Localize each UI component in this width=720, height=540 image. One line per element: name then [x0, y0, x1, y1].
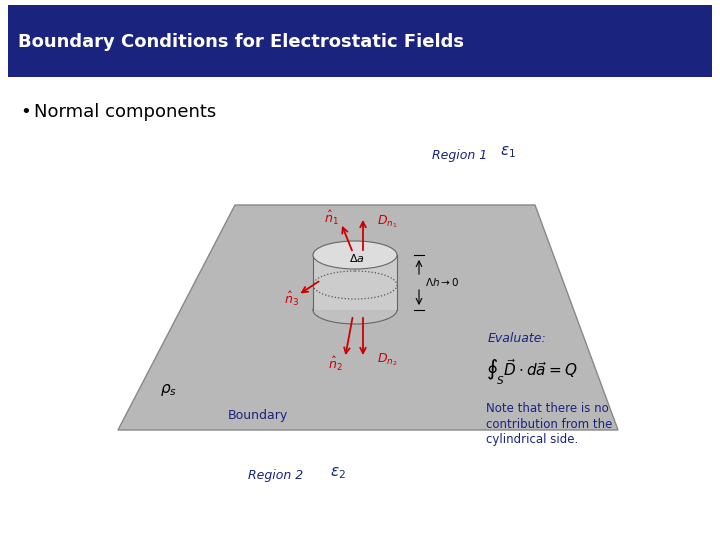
- Text: $\hat{n}_3$: $\hat{n}_3$: [284, 290, 299, 308]
- Text: $\hat{n}_2$: $\hat{n}_2$: [328, 355, 342, 373]
- Polygon shape: [313, 255, 397, 310]
- Text: Evaluate:: Evaluate:: [488, 332, 546, 345]
- Ellipse shape: [313, 296, 397, 324]
- Text: Normal components: Normal components: [34, 103, 216, 121]
- Text: •: •: [20, 103, 31, 121]
- Text: Note that there is no: Note that there is no: [486, 402, 608, 415]
- Ellipse shape: [313, 241, 397, 269]
- Text: $\varepsilon_1$: $\varepsilon_1$: [500, 144, 516, 160]
- Text: Region 2: Region 2: [248, 469, 303, 483]
- Text: $D_{n_2}$: $D_{n_2}$: [377, 352, 397, 368]
- Text: $\rho_s$: $\rho_s$: [160, 382, 176, 398]
- Text: $D_{n_1}$: $D_{n_1}$: [377, 214, 397, 230]
- Text: $\Lambda h \to 0$: $\Lambda h \to 0$: [425, 276, 459, 288]
- Text: cylindrical side.: cylindrical side.: [486, 434, 578, 447]
- Text: contribution from the: contribution from the: [486, 417, 613, 430]
- Text: Boundary: Boundary: [228, 408, 288, 422]
- Polygon shape: [118, 205, 618, 430]
- Bar: [8, 5, 712, 77]
- Text: $\oint_S \vec{D} \cdot d\vec{a} = Q$: $\oint_S \vec{D} \cdot d\vec{a} = Q$: [486, 357, 577, 387]
- Text: Region 1: Region 1: [432, 148, 487, 161]
- Text: $\varepsilon_2$: $\varepsilon_2$: [330, 465, 346, 481]
- Text: $\Delta a$: $\Delta a$: [349, 252, 365, 264]
- Text: $\hat{n}_1$: $\hat{n}_1$: [323, 209, 338, 227]
- Text: Boundary Conditions for Electrostatic Fields: Boundary Conditions for Electrostatic Fi…: [18, 33, 464, 51]
